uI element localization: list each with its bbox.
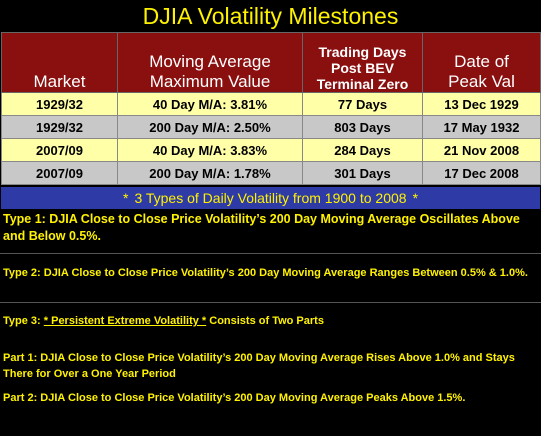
note-type-3: Type 3: * Persistent Extreme Volatility … bbox=[3, 313, 531, 329]
banner-star-left: * bbox=[122, 190, 129, 206]
header-market: Market bbox=[1, 32, 118, 93]
banner-star-right: * bbox=[412, 190, 419, 206]
header-td-line1: Trading Days bbox=[318, 44, 407, 60]
cell-market: 2007/09 bbox=[1, 138, 118, 162]
cell-moving-average: 40 Day M/A: 3.81% bbox=[117, 92, 303, 116]
type-3-emphasis: * Persistent Extreme Volatility * bbox=[43, 315, 207, 327]
header-ma-line2: Maximum Value bbox=[149, 72, 271, 91]
page-title: DJIA Volatility Milestones bbox=[0, 0, 541, 32]
header-moving-average: Moving Average Maximum Value bbox=[117, 32, 303, 93]
cell-moving-average: 200 Day M/A: 1.78% bbox=[117, 161, 303, 185]
banner-text: 3 Types of Daily Volatility from 1900 to… bbox=[134, 190, 407, 206]
volatility-types-banner: * 3 Types of Daily Volatility from 1900 t… bbox=[1, 187, 540, 209]
cell-moving-average: 40 Day M/A: 3.83% bbox=[117, 138, 303, 162]
table-row: 1929/32 40 Day M/A: 3.81% 77 Days 13 Dec… bbox=[1, 92, 541, 116]
note-type-1: Type 1: DJIA Close to Close Price Volati… bbox=[3, 212, 520, 243]
type-2-text: : DJIA Close to Close Price Volatility’s… bbox=[37, 267, 528, 279]
cell-market: 1929/32 bbox=[1, 115, 118, 139]
header-td-line2: Post BEV bbox=[330, 60, 394, 76]
table-row: 2007/09 40 Day M/A: 3.83% 284 Days 21 No… bbox=[1, 138, 541, 162]
table-header-row: Market Moving Average Maximum Value Trad… bbox=[1, 32, 541, 93]
table-row: 1929/32 200 Day M/A: 2.50% 803 Days 17 M… bbox=[1, 115, 541, 139]
header-date-line1: Date of bbox=[454, 52, 509, 71]
cell-trading-days: 77 Days bbox=[302, 92, 423, 116]
note-part-2: Part 2: DJIA Close to Close Price Volati… bbox=[3, 392, 466, 404]
header-date: Date of Peak Val bbox=[422, 32, 541, 93]
note-divider bbox=[0, 253, 541, 254]
cell-trading-days: 301 Days bbox=[302, 161, 423, 185]
cell-trading-days: 284 Days bbox=[302, 138, 423, 162]
cell-peak-date: 17 Dec 2008 bbox=[422, 161, 541, 185]
note-type-2: Type 2: DJIA Close to Close Price Volati… bbox=[3, 265, 531, 281]
type-2-label: Type 2 bbox=[3, 267, 38, 279]
table-row: 2007/09 200 Day M/A: 1.78% 301 Days 17 D… bbox=[1, 161, 541, 185]
cell-peak-date: 17 May 1932 bbox=[422, 115, 541, 139]
header-date-line2: Peak Val bbox=[448, 72, 515, 91]
cell-market: 2007/09 bbox=[1, 161, 118, 185]
header-market-label: Market bbox=[33, 72, 86, 91]
cell-peak-date: 21 Nov 2008 bbox=[422, 138, 541, 162]
cell-peak-date: 13 Dec 1929 bbox=[422, 92, 541, 116]
note-part-1: Part 1: DJIA Close to Close Price Volati… bbox=[3, 352, 515, 380]
header-trading-days: Trading Days Post BEV Terminal Zero bbox=[302, 32, 423, 93]
cell-moving-average: 200 Day M/A: 2.50% bbox=[117, 115, 303, 139]
note-divider bbox=[0, 302, 541, 303]
milestones-table: Market Moving Average Maximum Value Trad… bbox=[1, 32, 541, 185]
type-3-rest: Consists of Two Parts bbox=[206, 315, 324, 327]
cell-market: 1929/32 bbox=[1, 92, 118, 116]
header-td-line3: Terminal Zero bbox=[316, 76, 409, 92]
header-ma-line1: Moving Average bbox=[149, 52, 271, 71]
cell-trading-days: 803 Days bbox=[302, 115, 423, 139]
type-3-label: Type 3 bbox=[3, 315, 38, 327]
type-3-colon: : bbox=[37, 315, 44, 327]
